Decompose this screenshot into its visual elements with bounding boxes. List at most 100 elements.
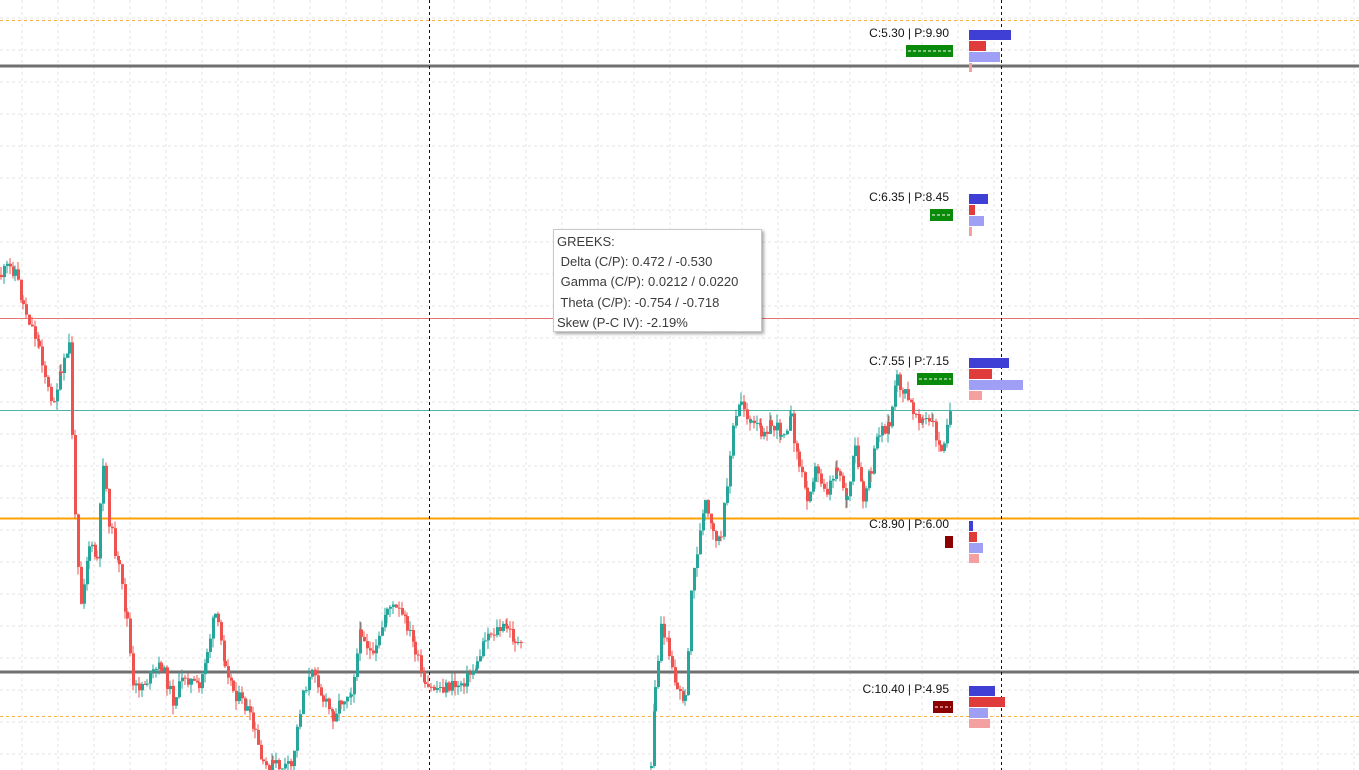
candle-down [369,648,372,651]
candle-down [260,744,263,760]
candle-up [780,434,783,437]
candle-down [193,678,196,681]
candle-up [445,682,448,693]
candle-up [740,401,743,405]
candle-down [363,636,366,642]
candle-down [796,443,799,452]
candle-up [178,681,181,698]
candle-down [166,667,169,690]
candle-down [94,544,97,557]
tooltip-title: GREEKS: [557,234,615,249]
candle-up [654,686,657,712]
candle-up [735,416,738,426]
candle-up [466,673,469,687]
candle-down [118,560,121,565]
candle-down [223,640,226,661]
candle-down [463,683,466,687]
candle-down [935,421,938,441]
strike-profile: C:5.30 | P:9.90 C:6.35 | P:8.45 C:7.55 | P… [862,26,1023,728]
candle-up [343,701,346,705]
candle-down [857,445,860,468]
candle-down [77,514,80,567]
candle-up [723,503,726,537]
candle-up [209,638,212,653]
candle-up [356,653,359,678]
candle-up [353,677,356,695]
candle-down [278,760,281,770]
candle-down [902,390,905,394]
call-oi-bar [969,358,1009,368]
candle-down [198,682,201,689]
candle-down [469,673,472,675]
candle-down [424,682,427,685]
candle-down [230,677,233,681]
candle-down [870,471,873,474]
candle-up [325,698,328,702]
candle-down [9,263,12,267]
candle-up [141,683,144,691]
candle-up [653,711,656,767]
candle-up [246,706,249,711]
candle-up [214,613,217,618]
candle-down [138,683,141,691]
candle-up [238,692,241,702]
candle-up [684,695,687,701]
candle-down [50,386,53,402]
candle-down [12,266,15,276]
candle-down [38,340,41,347]
candle-up [814,466,817,482]
candle-down [254,728,257,730]
candle-up [657,660,660,687]
candle-down [746,409,749,420]
candle-up [776,422,779,431]
candle-up [732,425,735,456]
candle-up [381,627,384,636]
candle-down [28,314,31,325]
candle-up [878,435,881,437]
candle-up [175,697,178,706]
put-volume-bar [969,63,972,72]
candle-down [454,680,457,688]
candle-down [80,566,83,604]
candle-up [299,714,302,727]
candle-down [401,608,404,615]
candle-up [650,766,653,768]
candle-up [904,389,907,394]
candle-up [873,448,876,474]
candle-down [493,634,496,636]
candle-down [132,653,135,686]
candle-down [915,414,918,416]
strike-label: C:8.90 | P:6.00 [869,517,949,531]
candle-down [417,654,420,656]
candle-down [793,413,796,444]
candle-up [868,471,871,489]
net-exposure-block [945,536,953,548]
candle-up [155,669,158,671]
candle-up [729,455,732,487]
strike-label: C:7.55 | P:7.15 [869,354,949,368]
candle-down [448,682,451,691]
candle-down [512,628,515,642]
candle-down [839,471,842,476]
put-volume-bar [969,554,979,563]
candle-up [56,389,59,402]
candle-down [671,656,674,668]
candle-up [287,761,290,764]
candle-down [888,422,891,427]
strike-label: C:5.30 | P:9.90 [869,26,949,40]
candle-down [404,614,407,617]
candle-up [14,269,17,276]
call-volume-bar [969,380,1023,390]
candle-down [679,688,682,692]
call-volume-bar [969,52,1000,62]
candle-up [790,413,793,417]
candle-up [946,424,949,444]
candle-up [846,496,849,500]
candle-down [860,467,863,482]
candle-down [514,641,517,644]
candle-down [801,466,804,473]
candle-up [204,663,207,675]
candle-up [949,411,952,425]
candle-down [442,687,445,693]
